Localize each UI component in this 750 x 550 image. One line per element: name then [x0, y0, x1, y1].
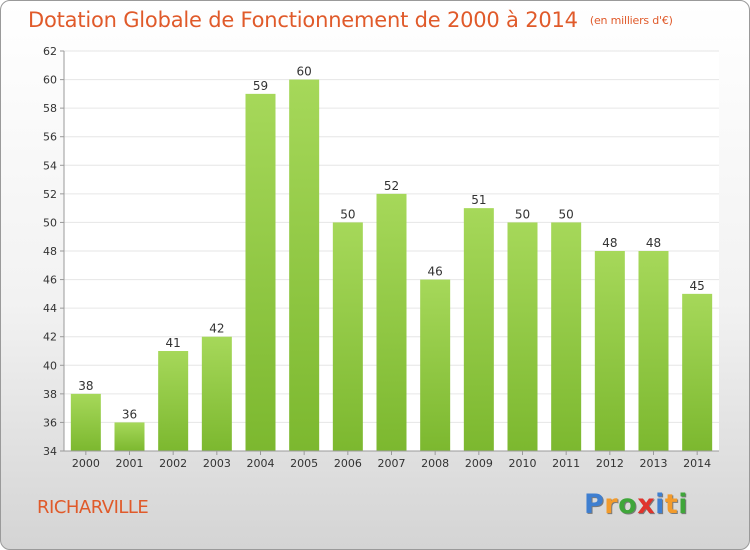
place-name: RICHARVILLE — [37, 497, 149, 518]
data-label: 50 — [515, 207, 530, 221]
x-tick-label: 2003 — [203, 457, 231, 470]
data-label: 41 — [166, 336, 181, 350]
data-label: 48 — [646, 236, 661, 250]
x-tick-label: 2012 — [596, 457, 624, 470]
bar — [158, 351, 189, 451]
data-label: 38 — [78, 379, 93, 393]
x-tick-label: 2002 — [159, 457, 187, 470]
bar — [507, 222, 538, 451]
y-tick-label: 60 — [43, 74, 57, 87]
logo-letter: x — [637, 489, 656, 520]
data-label: 60 — [297, 65, 312, 79]
y-tick-label: 56 — [43, 131, 57, 144]
data-label: 46 — [428, 265, 443, 279]
x-tick-label: 2005 — [290, 457, 318, 470]
data-label: 51 — [471, 193, 486, 207]
bar — [245, 93, 276, 451]
logo-letter: P — [584, 489, 605, 520]
data-label: 45 — [690, 279, 705, 293]
bar — [70, 393, 101, 451]
x-tick-label: 2008 — [421, 457, 449, 470]
x-tick-label: 2007 — [378, 457, 406, 470]
logo-letter: t — [664, 489, 679, 520]
y-tick-label: 38 — [43, 388, 57, 401]
x-tick-label: 2004 — [247, 457, 275, 470]
bar — [682, 293, 713, 451]
data-label: 50 — [340, 207, 355, 221]
y-tick-label: 42 — [43, 331, 57, 344]
data-label: 59 — [253, 79, 268, 93]
logo-letter: o — [618, 489, 638, 520]
chart-subtitle: (en milliers d'€) — [589, 14, 673, 27]
x-tick-label: 2014 — [683, 457, 711, 470]
y-tick-label: 62 — [43, 45, 57, 58]
x-tick-label: 2010 — [509, 457, 537, 470]
y-tick-label: 44 — [43, 302, 57, 315]
bar — [201, 336, 232, 451]
chart-title: Dotation Globale de Fonctionnement de 20… — [28, 8, 673, 32]
bar — [420, 279, 451, 451]
logo-letter: r — [604, 489, 619, 520]
data-label: 36 — [122, 407, 137, 421]
bar — [638, 251, 669, 451]
proxiti-logo: Proxiti — [584, 489, 688, 520]
y-tick-label: 58 — [43, 102, 57, 115]
y-tick-label: 48 — [43, 245, 57, 258]
logo-letter: i — [678, 489, 689, 520]
y-tick-label: 36 — [43, 416, 57, 429]
bar — [463, 208, 494, 451]
y-tick-label: 46 — [43, 274, 57, 287]
y-tick-label: 52 — [43, 188, 57, 201]
y-tick-label: 34 — [43, 445, 57, 458]
logo-letter: i — [655, 489, 665, 520]
chart-title-text: Dotation Globale de Fonctionnement de 20… — [28, 8, 578, 32]
data-label: 42 — [209, 322, 224, 336]
y-tick-label: 54 — [43, 159, 57, 172]
bar — [332, 222, 363, 451]
x-tick-label: 2001 — [116, 457, 144, 470]
x-tick-label: 2006 — [334, 457, 362, 470]
data-label: 50 — [559, 207, 574, 221]
bar — [551, 222, 582, 451]
data-label: 48 — [602, 236, 617, 250]
y-tick-label: 40 — [43, 359, 57, 372]
x-tick-label: 2013 — [640, 457, 668, 470]
x-tick-label: 2000 — [72, 457, 100, 470]
bar — [594, 251, 625, 451]
data-label: 52 — [384, 179, 399, 193]
x-tick-label: 2009 — [465, 457, 493, 470]
bar — [376, 193, 407, 451]
y-tick-label: 50 — [43, 216, 57, 229]
bar — [289, 79, 320, 452]
x-tick-label: 2011 — [552, 457, 580, 470]
bar — [114, 422, 145, 451]
